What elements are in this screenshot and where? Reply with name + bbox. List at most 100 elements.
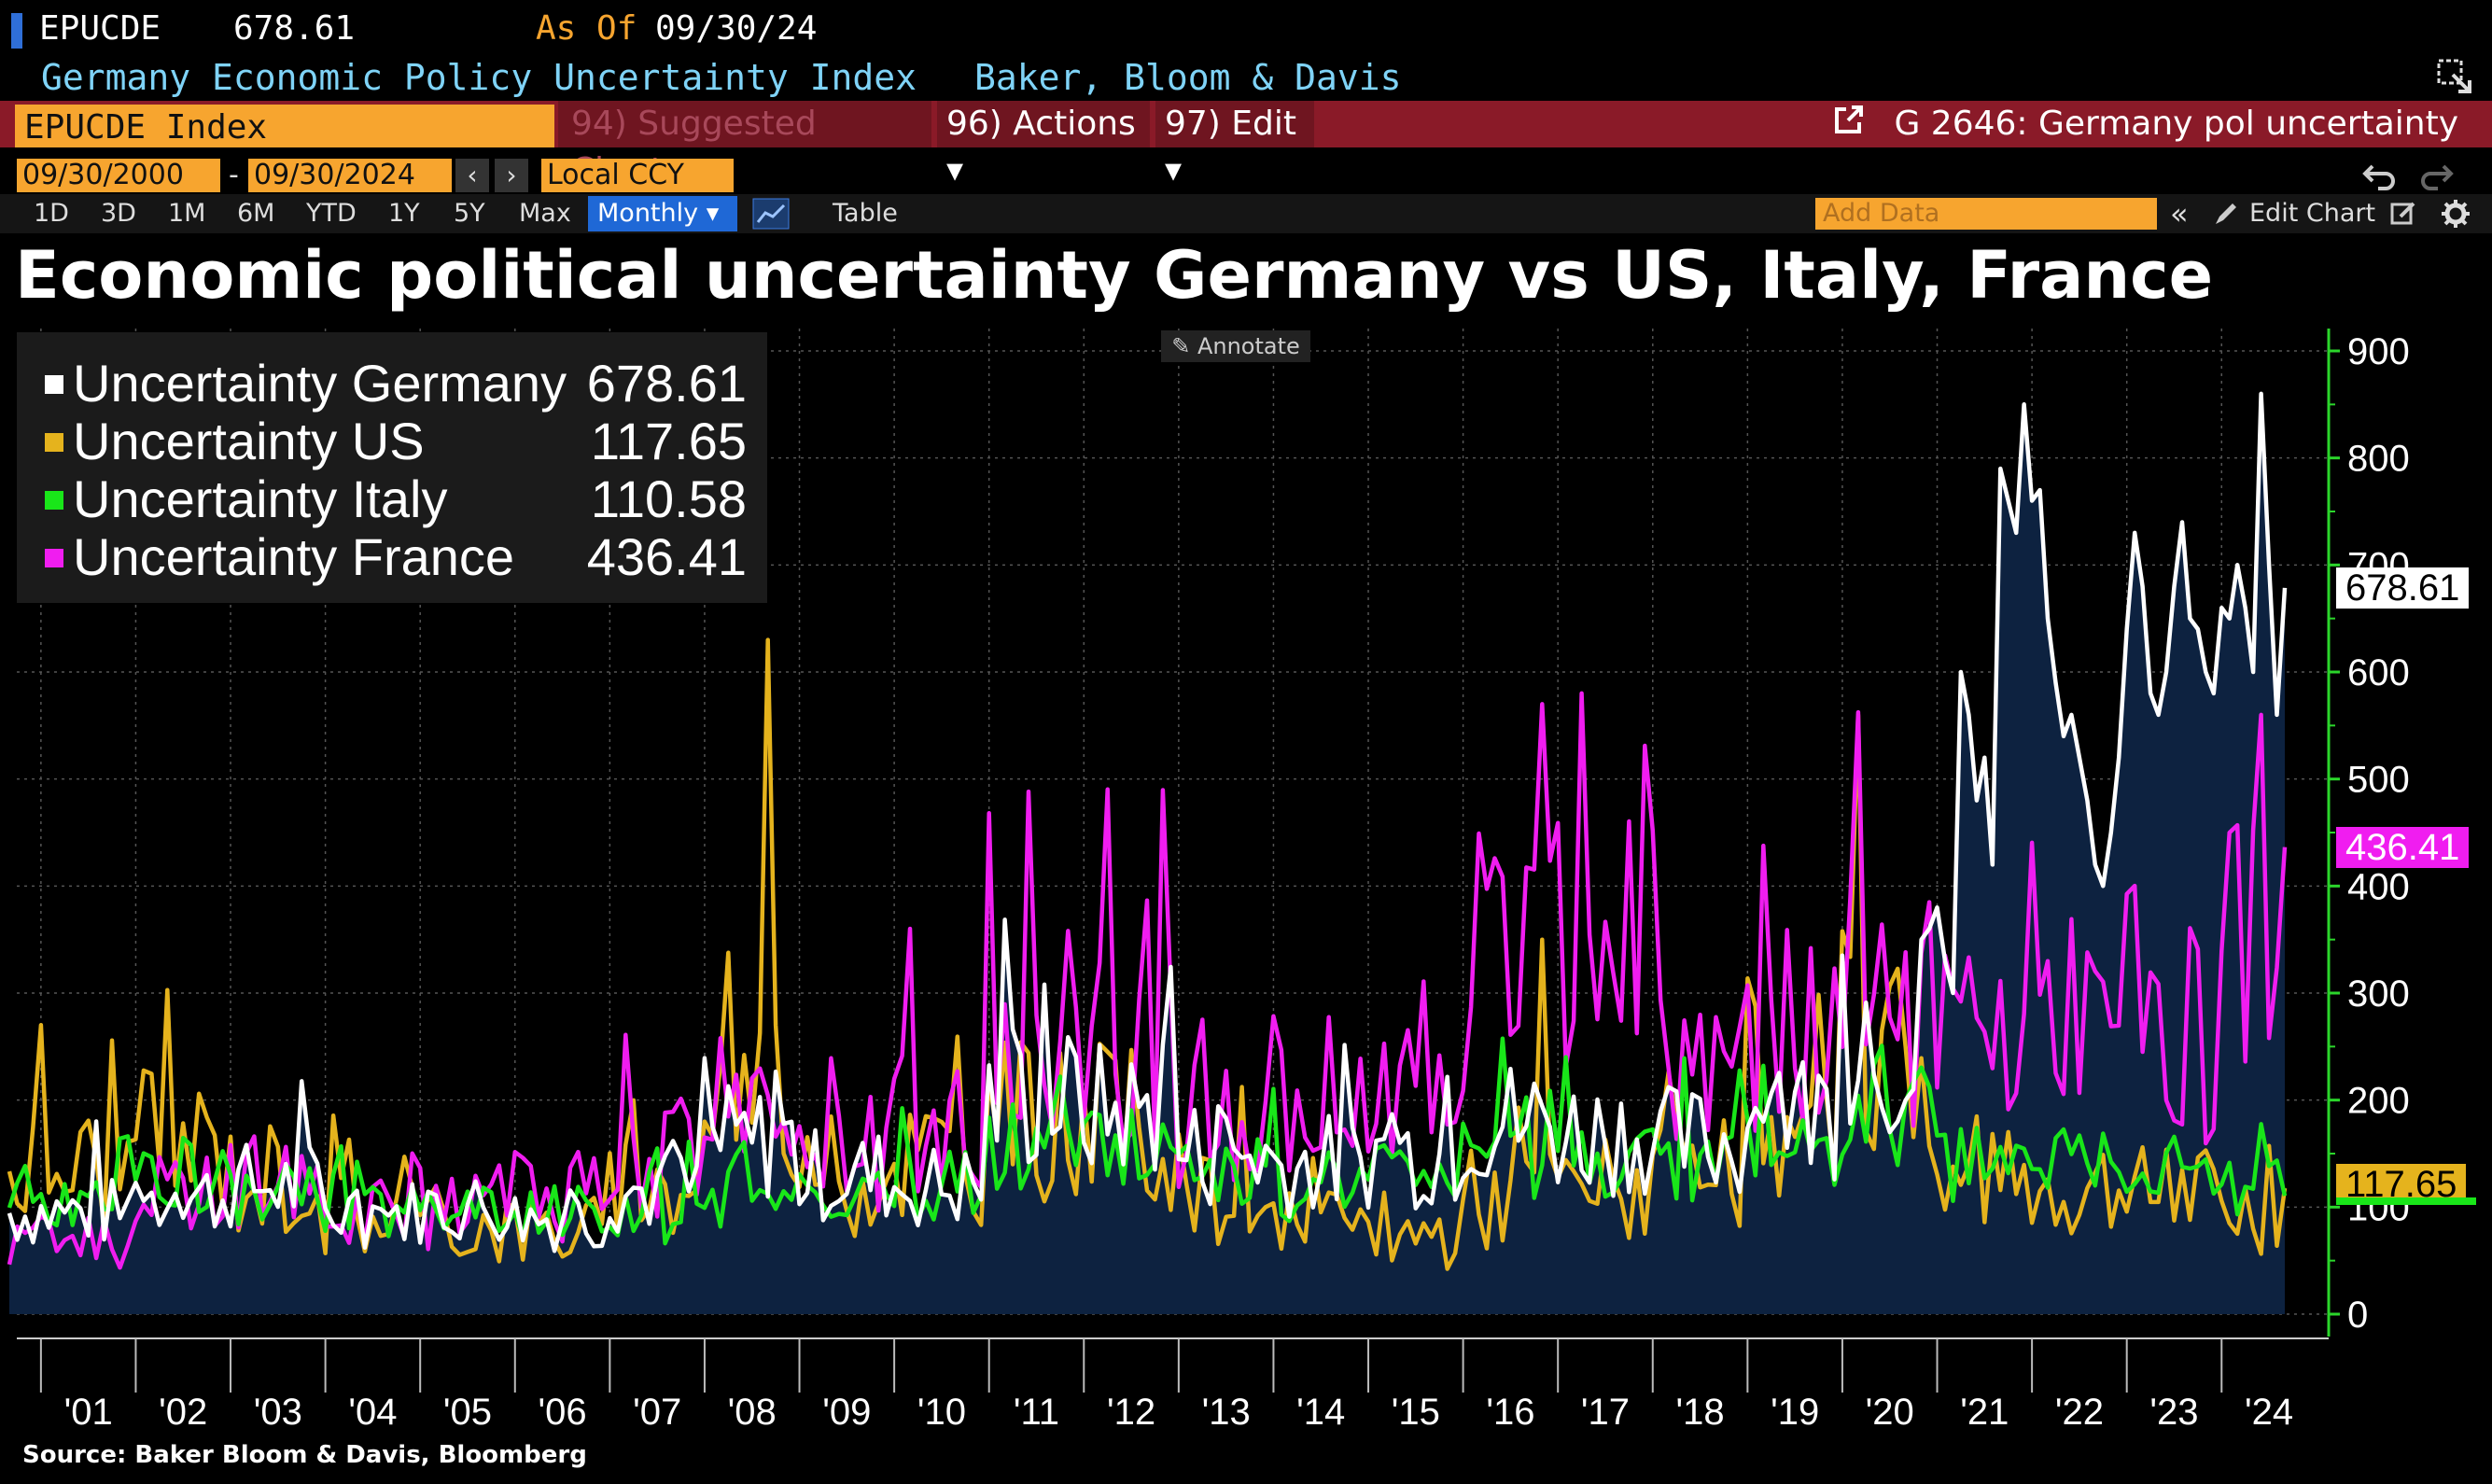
legend-label-us: Uncertainty US bbox=[73, 412, 425, 470]
legend-value-france: 436.41 bbox=[586, 527, 747, 586]
period-ytd[interactable]: YTD bbox=[306, 199, 357, 228]
annotate-label: Annotate bbox=[1197, 333, 1300, 359]
legend-swatch-france bbox=[45, 549, 63, 567]
period-3d[interactable]: 3D bbox=[101, 199, 136, 228]
y-tick-label: 300 bbox=[2347, 973, 2410, 1015]
period-toolbar: 1D 3D 1M 6M YTD 1Y 5Y Max Monthly ▾ Tabl… bbox=[0, 194, 2492, 233]
pencil-icon[interactable] bbox=[2212, 200, 2240, 240]
legend-item-france[interactable]: Uncertainty France 436.41 bbox=[17, 528, 767, 586]
expand-icon[interactable] bbox=[2436, 58, 2473, 95]
open-external-icon[interactable] bbox=[1833, 102, 1865, 148]
index-name: Germany Economic Policy Uncertainty Inde… bbox=[41, 57, 917, 98]
y-tick-label: 400 bbox=[2347, 866, 2410, 907]
y-tick-label: 500 bbox=[2347, 760, 2410, 801]
x-tick-label: '16 bbox=[1486, 1392, 1534, 1433]
ticker: EPUCDE bbox=[39, 9, 161, 48]
edit-menu[interactable]: 97) Edit ▾ bbox=[1155, 101, 1314, 189]
series-lines bbox=[7, 391, 2288, 1271]
x-tick-label: '01 bbox=[64, 1392, 113, 1433]
gear-icon[interactable] bbox=[2440, 198, 2471, 242]
currency-label: Local CCY bbox=[547, 159, 684, 191]
x-tick-label: '22 bbox=[2055, 1392, 2104, 1433]
chart-title-label: G 2646: Germany pol uncertainty bbox=[1894, 105, 2458, 143]
security-input[interactable]: EPUCDE Index bbox=[15, 105, 554, 147]
last-value-tag-italy bbox=[2336, 1197, 2476, 1206]
x-tick-label: '10 bbox=[917, 1392, 966, 1433]
x-tick-label: '23 bbox=[2149, 1392, 2198, 1433]
y-tick-label: 600 bbox=[2347, 652, 2410, 693]
collapse-icon[interactable]: « bbox=[2170, 196, 2189, 231]
source-name: Baker, Bloom & Davis bbox=[974, 57, 1402, 98]
period-6m[interactable]: 6M bbox=[237, 199, 275, 228]
x-tick-label: '12 bbox=[1107, 1392, 1155, 1433]
annotate-button[interactable]: ✎ Annotate bbox=[1161, 330, 1310, 362]
period-1y[interactable]: 1Y bbox=[388, 199, 420, 228]
period-1m[interactable]: 1M bbox=[168, 199, 206, 228]
redo-icon[interactable] bbox=[2417, 159, 2455, 203]
legend: Uncertainty Germany 678.61 Uncertainty U… bbox=[17, 332, 767, 603]
x-tick-label: '08 bbox=[728, 1392, 777, 1433]
period-max[interactable]: Max bbox=[519, 199, 571, 228]
series-line-france bbox=[7, 691, 2288, 1270]
legend-item-italy[interactable]: Uncertainty Italy 110.58 bbox=[17, 470, 767, 528]
legend-item-us[interactable]: Uncertainty US 117.65 bbox=[17, 413, 767, 470]
x-tick-label: '11 bbox=[1014, 1392, 1059, 1433]
x-tick-label: '05 bbox=[443, 1392, 492, 1433]
legend-swatch-germany bbox=[45, 375, 63, 394]
x-tick-label: '07 bbox=[633, 1392, 681, 1433]
table-button[interactable]: Table bbox=[833, 199, 898, 228]
period-5y[interactable]: 5Y bbox=[454, 199, 485, 228]
index-description: Germany Economic Policy Uncertainty Inde… bbox=[0, 52, 2492, 103]
date-range-row: 09/30/2000 - 09/30/2024 ‹ › Local CCY bbox=[0, 157, 2492, 194]
start-date-field[interactable]: 09/30/2000 bbox=[17, 159, 220, 192]
chart-title-field[interactable]: G 2646: Germany pol uncertainty bbox=[1833, 101, 2458, 147]
frequency-select[interactable]: Monthly ▾ bbox=[588, 196, 737, 231]
undo-icon[interactable] bbox=[2361, 159, 2399, 203]
axes: 0100200300400500600700800900'01'02'03'04… bbox=[17, 329, 2410, 1433]
security-header: EPUCDE 678.61 As Of 09/30/24 bbox=[0, 7, 2492, 50]
suggested-charts-menu[interactable]: 94) Suggested Charts ▾ bbox=[558, 101, 931, 189]
x-tick-label: '04 bbox=[348, 1392, 397, 1433]
prev-period-button[interactable]: ‹ bbox=[455, 159, 489, 192]
annotate-pencil-icon: ✎ bbox=[1171, 333, 1197, 359]
legend-label-italy: Uncertainty Italy bbox=[73, 469, 448, 528]
legend-item-germany[interactable]: Uncertainty Germany 678.61 bbox=[17, 355, 767, 413]
line-chart-icon[interactable] bbox=[752, 198, 790, 242]
x-tick-label: '02 bbox=[159, 1392, 207, 1433]
x-tick-label: '18 bbox=[1675, 1392, 1724, 1433]
last-value-tag-us: 117.65 bbox=[2336, 1163, 2467, 1205]
actions-menu[interactable]: 96) Actions ▾ bbox=[937, 101, 1150, 189]
add-data-input[interactable]: Add Data bbox=[1815, 198, 2157, 230]
y-tick-label: 200 bbox=[2347, 1081, 2410, 1122]
x-tick-label: '20 bbox=[1866, 1392, 1914, 1433]
y-tick-label: 800 bbox=[2347, 439, 2410, 480]
legend-label-germany: Uncertainty Germany bbox=[73, 354, 567, 413]
x-tick-label: '21 bbox=[1960, 1392, 2009, 1433]
x-tick-label: '15 bbox=[1392, 1392, 1440, 1433]
last-value-tag-germany: 678.61 bbox=[2336, 567, 2470, 609]
legend-value-italy: 110.58 bbox=[590, 469, 747, 528]
legend-swatch-us bbox=[45, 433, 63, 452]
function-toolbar: EPUCDE Index 94) Suggested Charts ▾ 96) … bbox=[0, 101, 2492, 189]
x-tick-label: '06 bbox=[538, 1392, 586, 1433]
end-date-field[interactable]: 09/30/2024 bbox=[248, 159, 452, 192]
series-line-germany bbox=[7, 391, 2288, 1253]
as-of-date: 09/30/24 bbox=[655, 9, 818, 48]
x-tick-label: '03 bbox=[254, 1392, 302, 1433]
x-tick-label: '19 bbox=[1771, 1392, 1819, 1433]
period-1d[interactable]: 1D bbox=[34, 199, 69, 228]
currency-select[interactable]: Local CCY bbox=[541, 159, 734, 192]
last-value: 678.61 bbox=[233, 9, 356, 48]
chart-plot: 0100200300400500600700800900'01'02'03'04… bbox=[7, 329, 2410, 1433]
start-date: 09/30/2000 bbox=[22, 159, 184, 191]
legend-label-france: Uncertainty France bbox=[73, 527, 515, 586]
next-period-button[interactable]: › bbox=[495, 159, 528, 192]
y-tick-label: 900 bbox=[2347, 331, 2410, 372]
source-note: Source: Baker Bloom & Davis, Bloomberg bbox=[22, 1441, 587, 1469]
as-of-label: As Of bbox=[536, 9, 637, 48]
legend-swatch-italy bbox=[45, 491, 63, 510]
edit-settings-icon[interactable] bbox=[2389, 200, 2417, 240]
chart-title: Economic political uncertainty Germany v… bbox=[15, 237, 2214, 314]
edit-chart-button[interactable]: Edit Chart bbox=[2249, 199, 2376, 228]
x-tick-label: '09 bbox=[822, 1392, 871, 1433]
